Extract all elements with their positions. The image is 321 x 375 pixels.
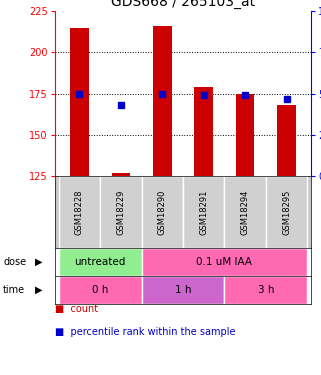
Bar: [224, 276, 307, 304]
Text: 0.1 uM IAA: 0.1 uM IAA: [196, 256, 252, 267]
Bar: [183, 176, 224, 248]
Bar: [224, 176, 266, 248]
Text: time: time: [3, 285, 25, 295]
Bar: [59, 276, 142, 304]
Text: dose: dose: [3, 256, 26, 267]
Bar: [100, 176, 142, 248]
Text: 3 h: 3 h: [257, 285, 274, 295]
Text: GSM18228: GSM18228: [75, 189, 84, 235]
Bar: [277, 105, 296, 176]
Title: GDS668 / 265103_at: GDS668 / 265103_at: [111, 0, 255, 9]
Bar: [194, 87, 213, 176]
Bar: [142, 248, 307, 276]
Bar: [266, 176, 307, 248]
Bar: [153, 26, 172, 176]
Text: GSM18295: GSM18295: [282, 189, 291, 235]
Text: untreated: untreated: [74, 256, 126, 267]
Bar: [236, 94, 255, 176]
Text: GSM18291: GSM18291: [199, 189, 208, 235]
Text: 0 h: 0 h: [92, 285, 108, 295]
Bar: [142, 176, 183, 248]
Bar: [59, 176, 100, 248]
Bar: [70, 28, 89, 176]
Bar: [142, 276, 224, 304]
Text: ▶: ▶: [35, 256, 42, 267]
Text: GSM18290: GSM18290: [158, 189, 167, 235]
Text: 1 h: 1 h: [175, 285, 191, 295]
Bar: [59, 248, 142, 276]
Text: GSM18294: GSM18294: [241, 189, 250, 235]
Text: GSM18229: GSM18229: [116, 189, 125, 235]
Text: ■  percentile rank within the sample: ■ percentile rank within the sample: [55, 327, 235, 337]
Bar: [111, 173, 130, 176]
Text: ▶: ▶: [35, 285, 42, 295]
Text: ■  count: ■ count: [55, 304, 98, 314]
